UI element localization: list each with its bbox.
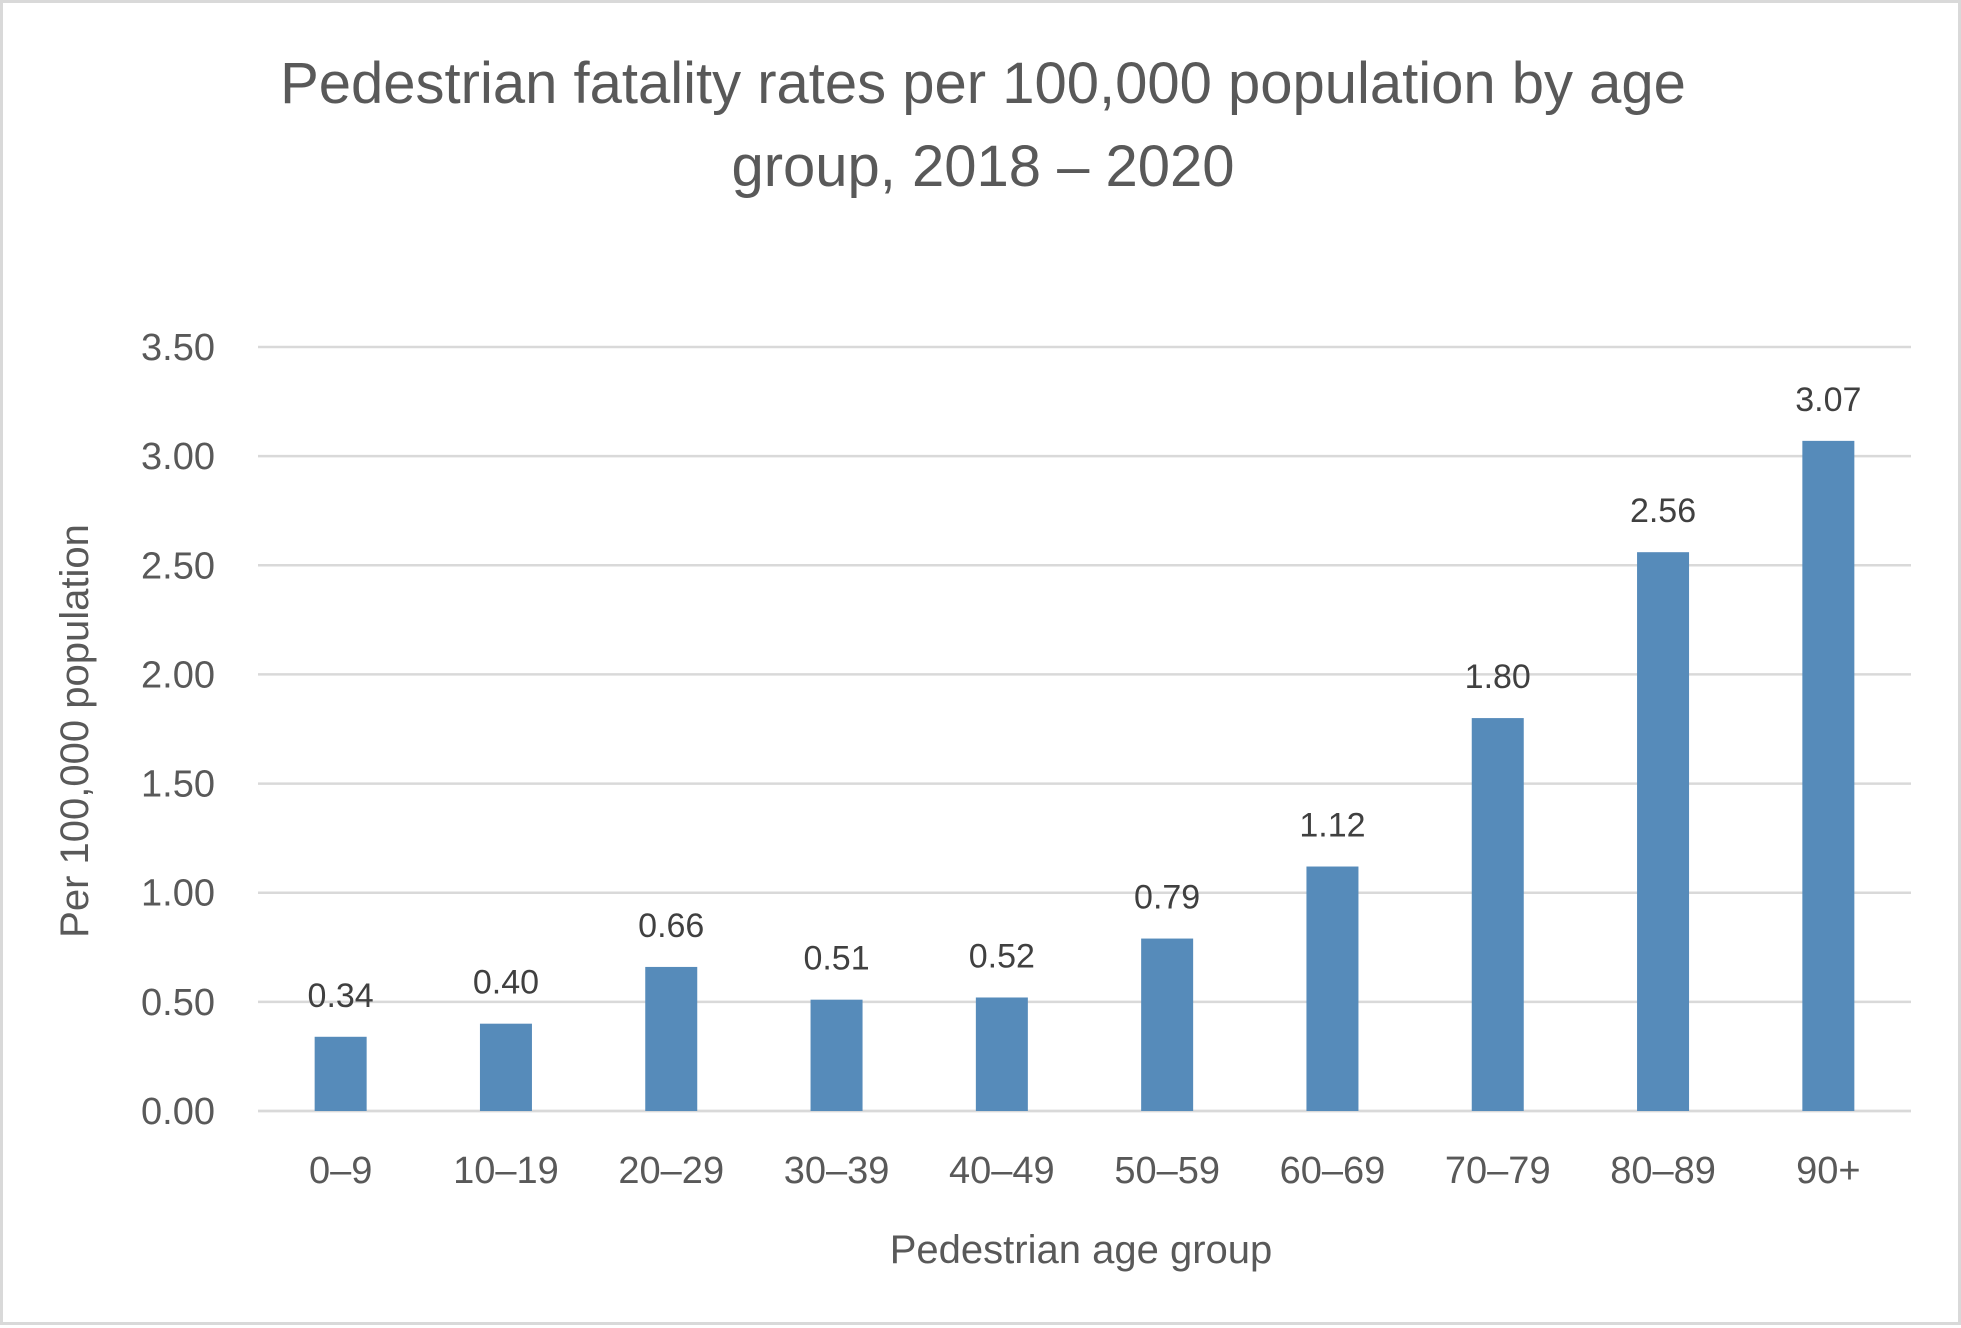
chart-title-line-2: group, 2018 – 2020 <box>731 134 1234 199</box>
x-tick-label: 50–59 <box>1114 1150 1220 1192</box>
bar <box>1637 552 1690 1111</box>
data-label: 2.56 <box>1630 492 1696 530</box>
y-tick-label: 1.00 <box>141 873 215 915</box>
bar <box>810 999 863 1111</box>
y-axis-ticks: 0.00 0.50 1.00 1.50 2.00 2.50 3.00 3.50 <box>141 327 215 1133</box>
x-axis-ticks: 0–9 10–19 20–29 30–39 40–49 50–59 60–69 70–79 80… <box>309 1150 1861 1192</box>
data-label: 0.51 <box>803 940 869 978</box>
y-tick-label: 2.00 <box>141 654 215 696</box>
x-tick-label: 40–49 <box>949 1150 1055 1192</box>
x-tick-label: 30–39 <box>784 1150 890 1192</box>
data-label: 3.07 <box>1795 381 1861 419</box>
bar-chart: Pedestrian fatality rates per 100,000 po… <box>53 51 1911 1272</box>
x-tick-label: 10–19 <box>453 1150 559 1192</box>
bars <box>314 440 1855 1111</box>
y-tick-label: 3.50 <box>141 327 215 369</box>
x-tick-label: 80–89 <box>1610 1150 1716 1192</box>
y-tick-label: 3.00 <box>141 436 215 478</box>
data-label: 0.40 <box>473 964 539 1002</box>
x-tick-label: 20–29 <box>618 1150 724 1192</box>
bar <box>1141 938 1194 1111</box>
bar <box>645 966 698 1111</box>
data-label: 1.80 <box>1465 658 1531 696</box>
data-label: 0.79 <box>1134 879 1200 917</box>
x-axis-title: Pedestrian age group <box>890 1228 1273 1272</box>
x-tick-label: 70–79 <box>1445 1150 1551 1192</box>
data-label: 0.66 <box>638 907 704 945</box>
bar <box>479 1023 532 1111</box>
gridlines <box>258 345 1911 1113</box>
data-label: 0.34 <box>308 977 374 1015</box>
bar <box>975 997 1028 1111</box>
y-axis-title: Per 100,000 population <box>53 524 97 938</box>
data-label: 0.52 <box>969 937 1035 975</box>
chart-title: Pedestrian fatality rates per 100,000 po… <box>280 51 1686 199</box>
y-tick-label: 0.50 <box>141 982 215 1024</box>
y-tick-label: 2.50 <box>141 545 215 587</box>
data-labels: 0.34 0.40 0.66 0.51 0.52 0.79 1.12 1.80 2.56 3.07 <box>308 381 1862 1015</box>
bar <box>1802 440 1855 1111</box>
data-label: 1.12 <box>1299 807 1365 845</box>
x-tick-label: 90+ <box>1796 1150 1860 1192</box>
y-tick-label: 0.00 <box>141 1091 215 1133</box>
x-tick-label: 60–69 <box>1280 1150 1386 1192</box>
bar <box>314 1036 367 1111</box>
chart-title-line-1: Pedestrian fatality rates per 100,000 po… <box>280 51 1686 116</box>
y-tick-label: 1.50 <box>141 764 215 806</box>
bar <box>1471 718 1524 1111</box>
bar <box>1306 866 1359 1111</box>
x-tick-label: 0–9 <box>309 1150 372 1192</box>
